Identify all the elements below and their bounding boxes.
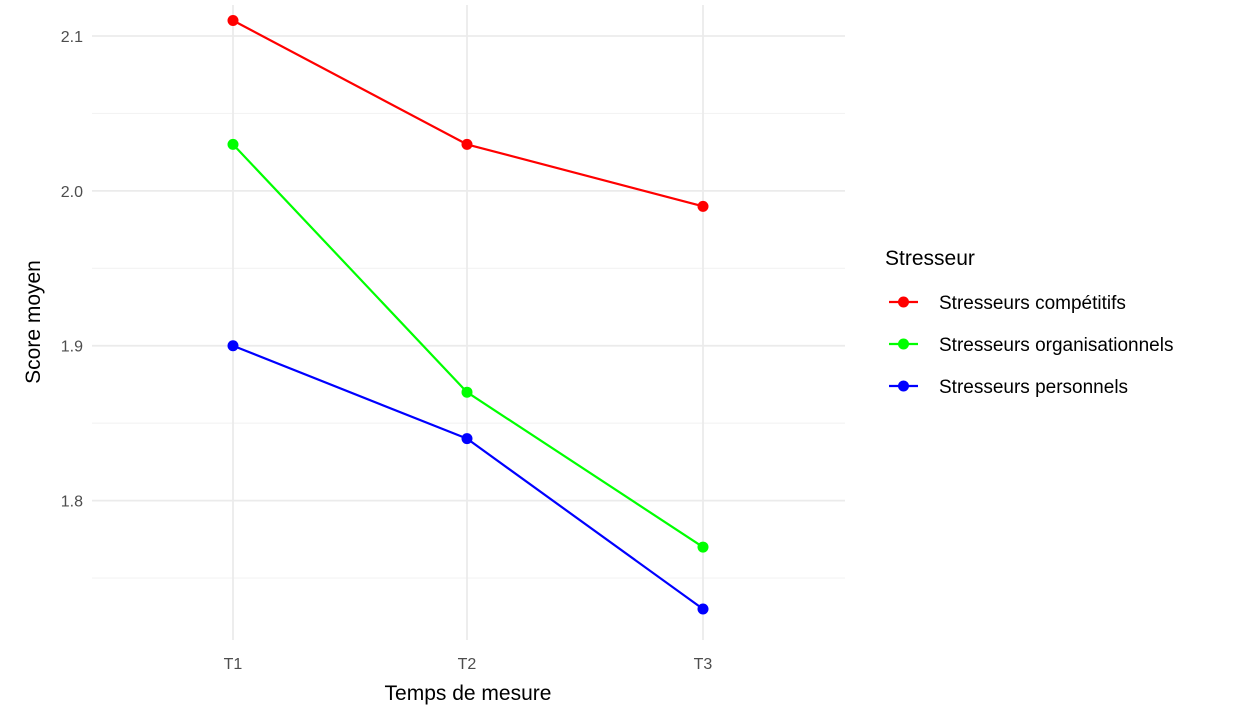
x-axis-title: Temps de mesure <box>385 682 552 705</box>
legend-item: Stresseurs organisationnels <box>889 335 1173 356</box>
legend-label: Stresseurs organisationnels <box>939 335 1173 356</box>
grid <box>92 5 845 640</box>
data-point <box>461 386 473 398</box>
y-tick-label: 2.1 <box>61 29 83 46</box>
data-point <box>461 138 473 150</box>
legend-key-point <box>898 380 909 392</box>
legend-key-point <box>898 296 909 308</box>
data-point <box>227 14 239 26</box>
series <box>227 340 709 615</box>
legend-key-point <box>898 338 909 350</box>
x-tick-label: T2 <box>458 656 477 673</box>
data-point <box>227 138 239 150</box>
data-point <box>697 603 709 615</box>
series <box>227 14 709 212</box>
x-axis-ticks: T1 T2 T3 <box>224 656 713 673</box>
y-axis-ticks: 1.8 1.9 2.0 2.1 <box>61 29 83 511</box>
data-point <box>227 340 239 352</box>
data-point <box>461 433 473 445</box>
legend-label: Stresseurs personnels <box>939 377 1128 398</box>
series <box>227 138 709 553</box>
data-point <box>697 200 709 212</box>
legend-title: Stresseur <box>885 247 975 270</box>
series-layer <box>227 14 709 615</box>
y-axis-title: Score moyen <box>22 260 45 384</box>
series-line <box>232 344 704 610</box>
legend-items: Stresseurs compétitifs Stresseurs organis… <box>889 293 1173 398</box>
data-point <box>697 541 709 553</box>
legend: Stresseur Stresseurs compétitifsStresseu… <box>885 247 1173 398</box>
y-tick-label: 2.0 <box>61 184 83 201</box>
y-tick-label: 1.8 <box>61 494 83 511</box>
y-tick-label: 1.9 <box>61 339 83 356</box>
legend-item: Stresseurs personnels <box>889 377 1128 398</box>
legend-item: Stresseurs compétitifs <box>889 293 1126 314</box>
x-tick-label: T1 <box>224 656 243 673</box>
x-tick-label: T3 <box>694 656 713 673</box>
legend-label: Stresseurs compétitifs <box>939 293 1126 314</box>
